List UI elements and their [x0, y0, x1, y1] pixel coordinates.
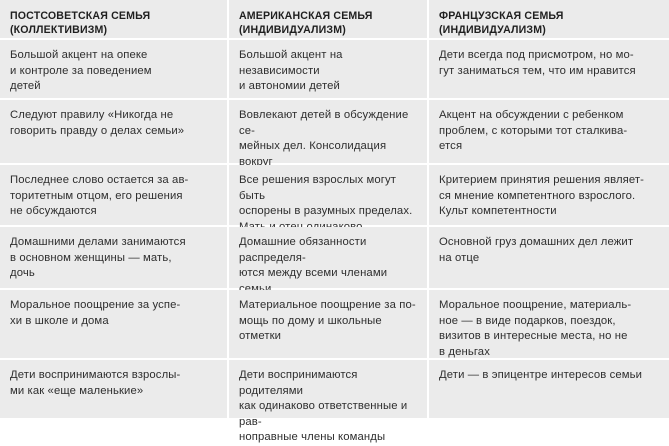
table-cell: Следуют правилу «Никогда не говорить пра…: [0, 100, 227, 163]
cell-text: Дети воспринимаются родителями как одина…: [239, 369, 408, 444]
column-header-american-line1: АМЕРИКАНСКАЯ СЕМЬЯ: [239, 10, 373, 22]
table-cell: Дети воспринимаются родителями как одина…: [229, 360, 427, 443]
cell-text: Большой акцент на опеке и контроле за по…: [10, 49, 152, 93]
table-cell: Домашними делами занимаются в основном ж…: [0, 227, 227, 288]
table-cell: Дети — в эпицентре интересов семьи: [429, 360, 669, 418]
table-cell: Материальное поощрение за по- мощь по до…: [229, 290, 427, 358]
table-cell: Большой акцент на независимости и автоно…: [229, 40, 427, 98]
cell-text: Основной груз домашних дел лежит на отце: [439, 236, 634, 264]
table-cell: Моральное поощрение за успе- хи в школе …: [0, 290, 227, 358]
table-row: Последнее слово остается за ав- торитетн…: [0, 165, 669, 248]
cell-text: Домашние обязанности распределя- ются ме…: [239, 236, 388, 295]
column-header-post-soviet: ПОСТСОВЕТСКАЯ СЕМЬЯ (КОЛЛЕКТИВИЗМ): [0, 0, 227, 38]
table-cell: Большой акцент на опеке и контроле за по…: [0, 40, 227, 98]
column-header-french-line1: ФРАНЦУЗСКАЯ СЕМЬЯ: [439, 10, 564, 22]
column-header-french-line2: (ИНДИВИДУАЛИЗМ): [439, 24, 546, 36]
table-cell: Основной груз домашних дел лежит на отце: [429, 227, 669, 288]
cell-text: Большой акцент на независимости и автоно…: [239, 49, 343, 93]
cell-text: Критерием принятия решения являет- ся мн…: [439, 174, 645, 218]
table-row: Следуют правилу «Никогда не говорить пра…: [0, 100, 669, 183]
cell-text: Следуют правилу «Никогда не говорить пра…: [10, 109, 185, 137]
table-row: Дети воспринимаются взрослы- ми как «еще…: [0, 360, 669, 443]
table-cell: Вовлекают детей в обсуждение се- мейных …: [229, 100, 427, 183]
column-header-post-soviet-line2: (КОЛЛЕКТИВИЗМ): [10, 24, 108, 36]
table-row: Большой акцент на опеке и контроле за по…: [0, 40, 669, 98]
column-header-french: ФРАНЦУЗСКАЯ СЕМЬЯ (ИНДИВИДУАЛИЗМ): [429, 0, 669, 38]
cell-text: Дети воспринимаются взрослы- ми как «еще…: [10, 369, 181, 397]
table-row: Моральное поощрение за успе- хи в школе …: [0, 290, 669, 358]
cell-text: Домашними делами занимаются в основном ж…: [10, 236, 186, 280]
table-cell: Все решения взрослых могут быть оспорены…: [229, 165, 427, 248]
cell-text: Материальное поощрение за по- мощь по до…: [239, 299, 416, 343]
cell-text: Дети всегда под присмотром, но мо- гут з…: [439, 49, 636, 77]
cell-text: Дети — в эпицентре интересов семьи: [439, 369, 643, 381]
table-cell: Акцент на обсуждении с ребенком проблем,…: [429, 100, 669, 163]
cell-text: Моральное поощрение, материаль- ное — в …: [439, 299, 632, 358]
table-cell: Моральное поощрение, материаль- ное — в …: [429, 290, 669, 358]
table-cell: Домашние обязанности распределя- ются ме…: [229, 227, 427, 295]
column-header-american: АМЕРИКАНСКАЯ СЕМЬЯ (ИНДИВИДУАЛИЗМ): [229, 0, 427, 38]
table-row: Домашними делами занимаются в основном ж…: [0, 227, 669, 295]
table-cell: Последнее слово остается за ав- торитетн…: [0, 165, 227, 225]
cell-text: Последнее слово остается за ав- торитетн…: [10, 174, 189, 218]
column-header-american-line2: (ИНДИВИДУАЛИЗМ): [239, 24, 346, 36]
cell-text: Моральное поощрение за успе- хи в школе …: [10, 299, 181, 327]
table-cell: Дети всегда под присмотром, но мо- гут з…: [429, 40, 669, 98]
table-cell: Критерием принятия решения являет- ся мн…: [429, 165, 669, 225]
column-header-post-soviet-line1: ПОСТСОВЕТСКАЯ СЕМЬЯ: [10, 10, 151, 22]
table-header-row: ПОСТСОВЕТСКАЯ СЕМЬЯ (КОЛЛЕКТИВИЗМ) АМЕРИ…: [0, 0, 669, 38]
table-cell: Дети воспринимаются взрослы- ми как «еще…: [0, 360, 227, 418]
cell-text: Акцент на обсуждении с ребенком проблем,…: [439, 109, 628, 153]
